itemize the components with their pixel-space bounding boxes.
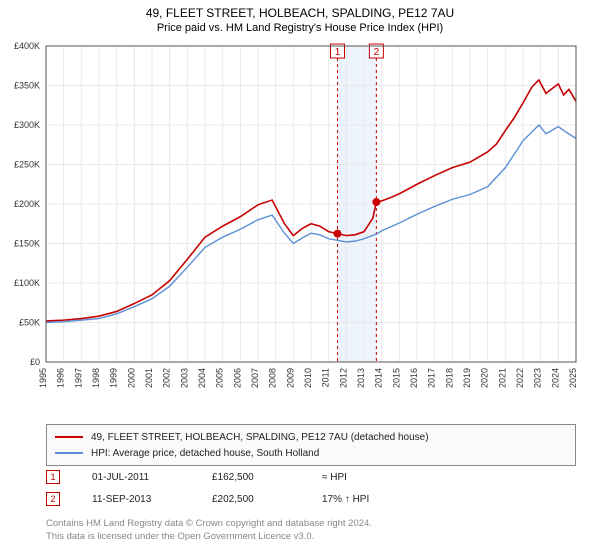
svg-text:2002: 2002 (162, 368, 172, 388)
svg-text:2006: 2006 (232, 368, 242, 388)
svg-text:2007: 2007 (250, 368, 260, 388)
legend-swatch-hpi (55, 452, 83, 454)
svg-text:2014: 2014 (374, 368, 384, 388)
sale-vs-1: ≈ HPI (322, 472, 402, 483)
svg-text:2003: 2003 (179, 368, 189, 388)
svg-text:2010: 2010 (303, 368, 313, 388)
svg-text:2011: 2011 (321, 368, 331, 387)
footer-line-1: Contains HM Land Registry data © Crown c… (46, 518, 372, 531)
svg-text:2022: 2022 (515, 368, 525, 388)
svg-text:2013: 2013 (356, 368, 366, 388)
svg-text:£50K: £50K (19, 318, 40, 328)
svg-text:2016: 2016 (409, 368, 419, 388)
svg-text:2023: 2023 (533, 368, 543, 388)
legend-item-hpi: HPI: Average price, detached house, Sout… (55, 445, 567, 461)
sale-date-1: 01-JUL-2011 (92, 472, 212, 483)
svg-text:2020: 2020 (480, 368, 490, 388)
svg-text:2: 2 (374, 47, 380, 58)
svg-text:2019: 2019 (462, 368, 472, 388)
svg-text:1996: 1996 (56, 368, 66, 388)
legend-label-hpi: HPI: Average price, detached house, Sout… (91, 448, 319, 459)
sale-marker-1: 1 (46, 470, 60, 484)
svg-text:2017: 2017 (427, 368, 437, 388)
svg-text:1995: 1995 (38, 368, 48, 388)
svg-text:2025: 2025 (568, 368, 578, 388)
svg-text:1997: 1997 (73, 368, 83, 388)
svg-text:2012: 2012 (338, 368, 348, 388)
sale-row-2: 2 11-SEP-2013 £202,500 17% ↑ HPI (46, 488, 402, 510)
svg-text:2001: 2001 (144, 368, 154, 388)
svg-text:2024: 2024 (550, 368, 560, 388)
svg-text:£350K: £350K (14, 81, 40, 91)
svg-text:1998: 1998 (91, 368, 101, 388)
svg-text:£300K: £300K (14, 120, 40, 130)
sale-row-1: 1 01-JUL-2011 £162,500 ≈ HPI (46, 466, 402, 488)
svg-text:2021: 2021 (497, 368, 507, 388)
svg-text:£150K: £150K (14, 239, 40, 249)
chart-title: 49, FLEET STREET, HOLBEACH, SPALDING, PE… (0, 6, 600, 20)
svg-text:1: 1 (335, 47, 341, 58)
legend-item-property: 49, FLEET STREET, HOLBEACH, SPALDING, PE… (55, 429, 567, 445)
svg-text:£400K: £400K (14, 41, 40, 51)
title-block: 49, FLEET STREET, HOLBEACH, SPALDING, PE… (0, 0, 600, 34)
svg-text:1999: 1999 (109, 368, 119, 388)
sales-block: 1 01-JUL-2011 £162,500 ≈ HPI 2 11-SEP-20… (46, 466, 402, 510)
sale-vs-2: 17% ↑ HPI (322, 494, 402, 505)
svg-text:£250K: £250K (14, 160, 40, 170)
svg-text:£0: £0 (30, 357, 40, 367)
legend-swatch-property (55, 436, 83, 438)
chart-subtitle: Price paid vs. HM Land Registry's House … (0, 22, 600, 34)
svg-text:£100K: £100K (14, 278, 40, 288)
svg-text:2000: 2000 (126, 368, 136, 388)
chart-plot-area: £0£50K£100K£150K£200K£250K£300K£350K£400… (46, 46, 576, 394)
svg-text:2005: 2005 (215, 368, 225, 388)
footer-block: Contains HM Land Registry data © Crown c… (46, 518, 372, 544)
chart-container: 49, FLEET STREET, HOLBEACH, SPALDING, PE… (0, 0, 600, 560)
chart-svg: £0£50K£100K£150K£200K£250K£300K£350K£400… (46, 46, 576, 394)
svg-text:2018: 2018 (444, 368, 454, 388)
svg-text:2009: 2009 (285, 368, 295, 388)
sale-marker-2: 2 (46, 492, 60, 506)
svg-text:2008: 2008 (268, 368, 278, 388)
sale-price-1: £162,500 (212, 472, 322, 483)
legend-label-property: 49, FLEET STREET, HOLBEACH, SPALDING, PE… (91, 432, 429, 443)
footer-line-2: This data is licensed under the Open Gov… (46, 531, 372, 544)
sale-price-2: £202,500 (212, 494, 322, 505)
svg-text:£200K: £200K (14, 199, 40, 209)
svg-text:2015: 2015 (391, 368, 401, 388)
svg-text:2004: 2004 (197, 368, 207, 388)
sale-date-2: 11-SEP-2013 (92, 494, 212, 505)
legend-box: 49, FLEET STREET, HOLBEACH, SPALDING, PE… (46, 424, 576, 466)
